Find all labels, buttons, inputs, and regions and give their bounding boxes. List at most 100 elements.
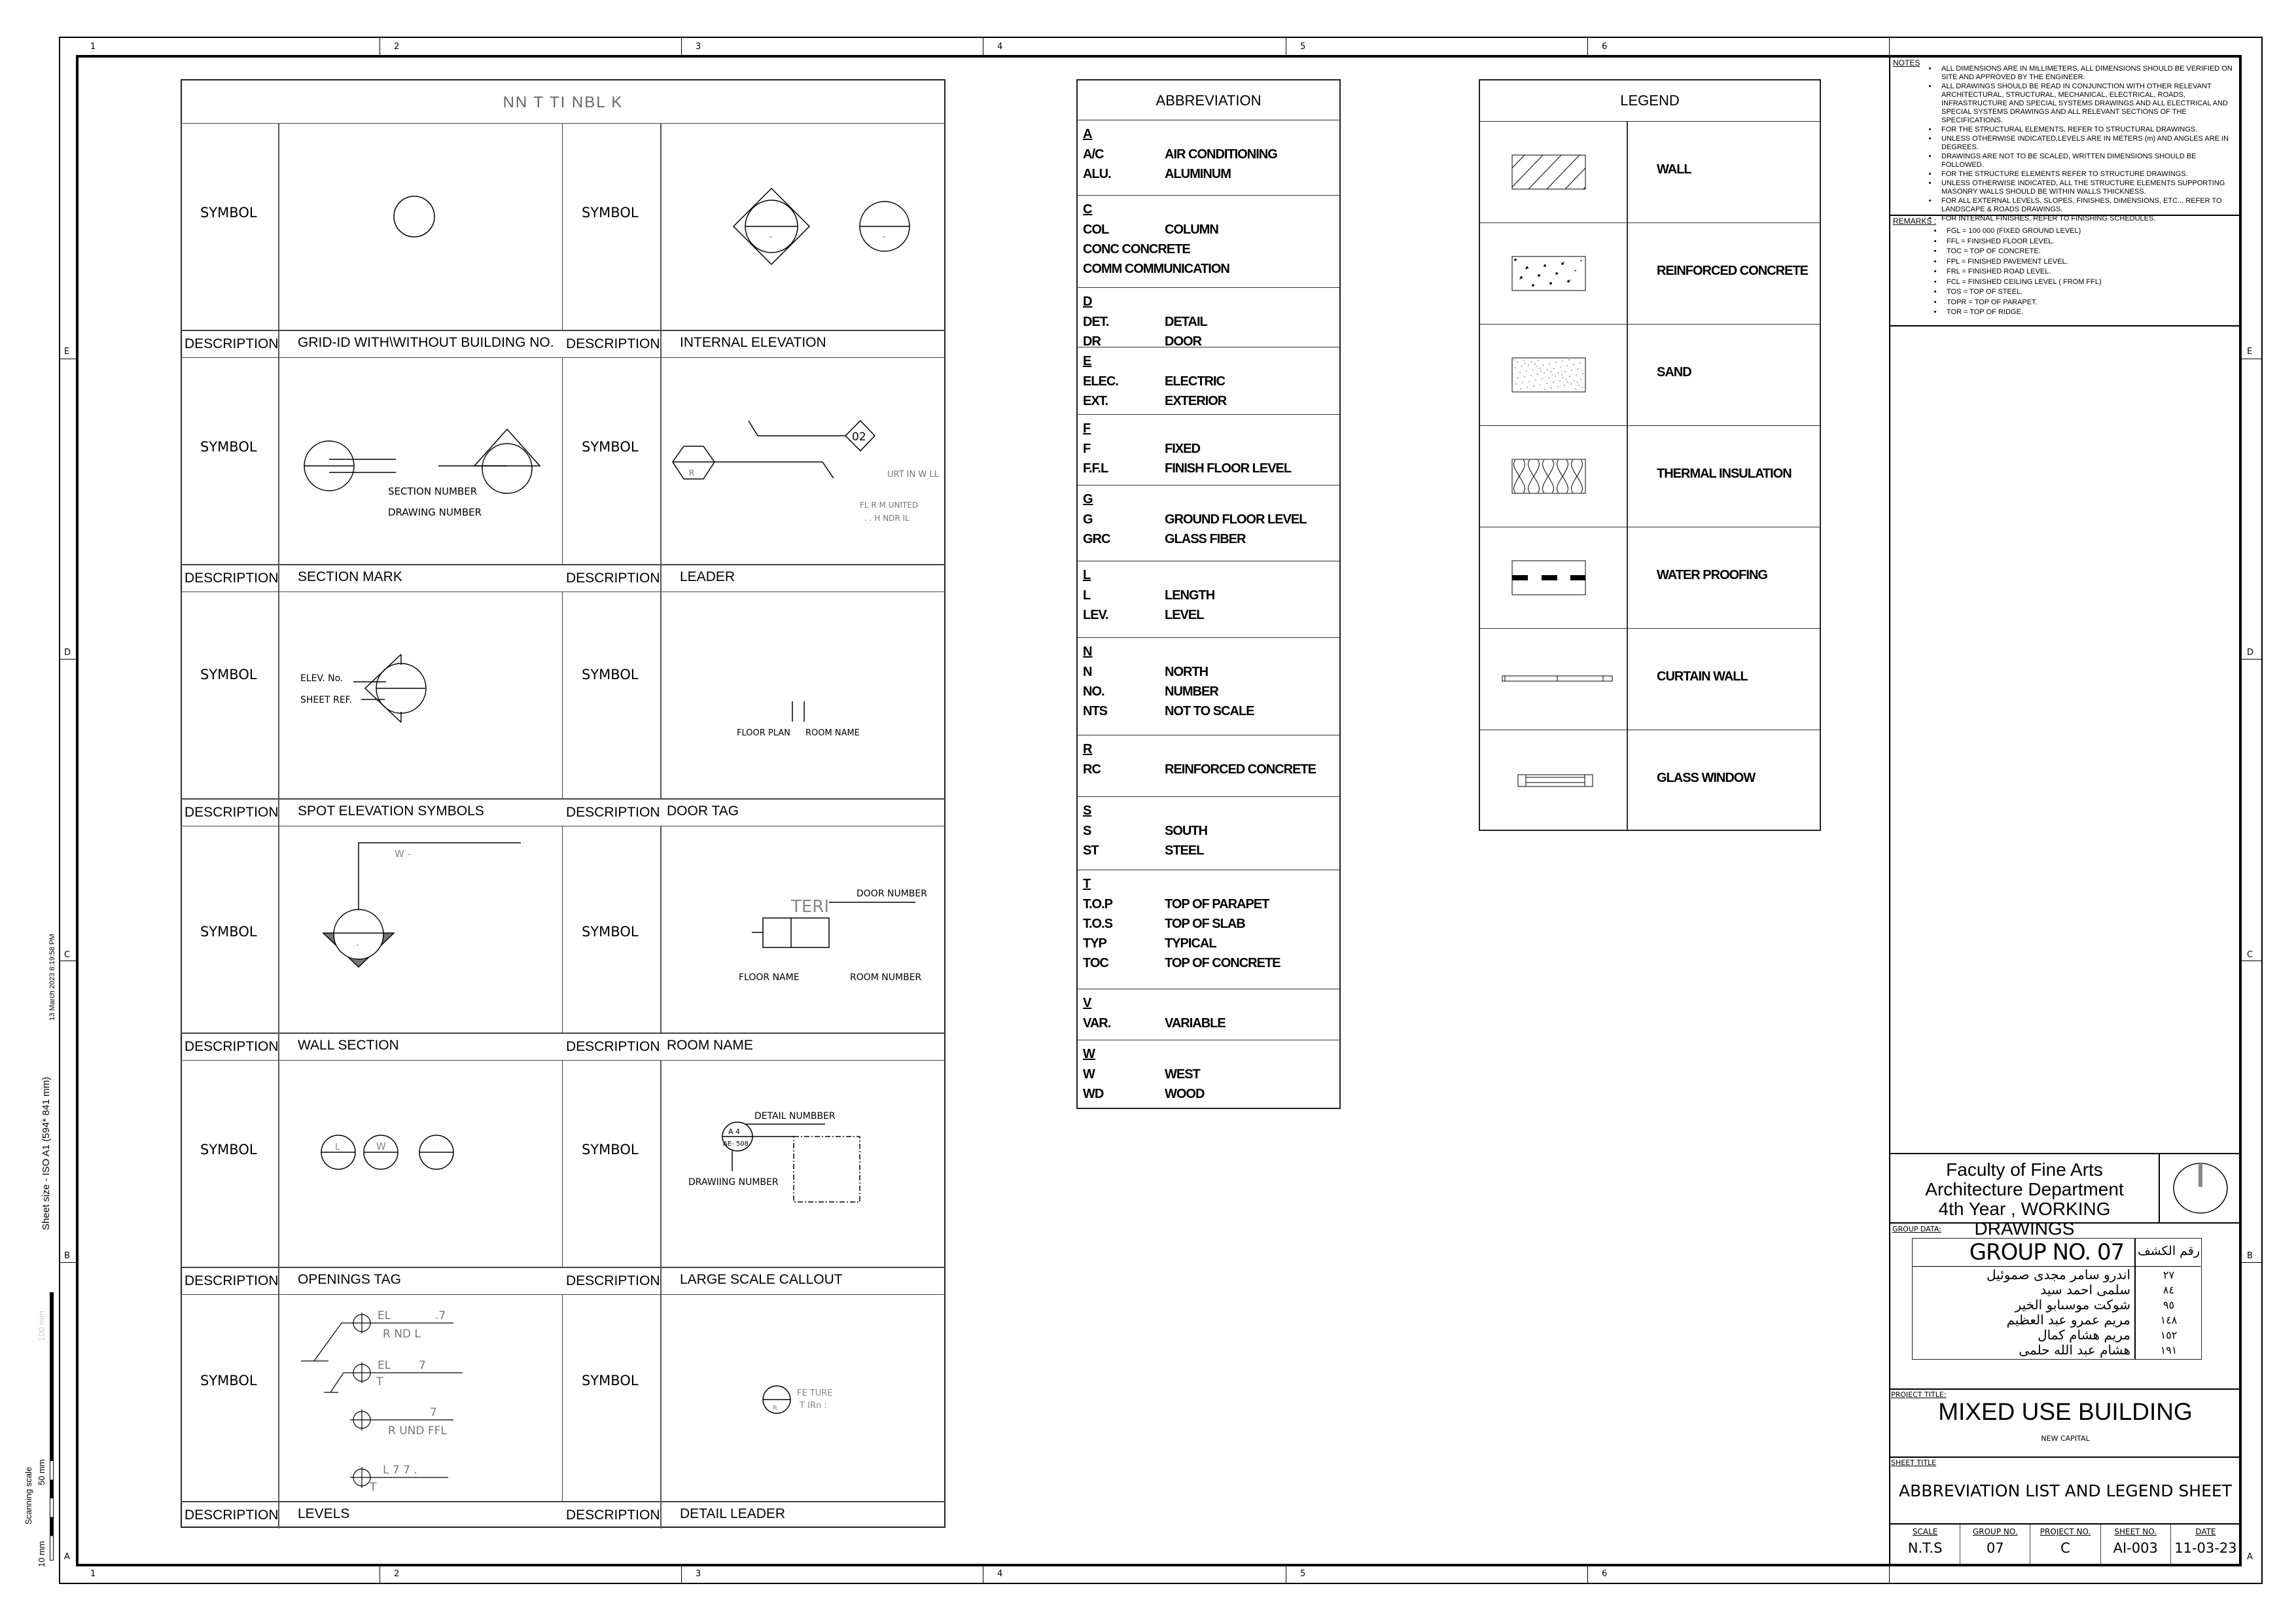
abbreviation-letter: R [1083, 742, 1093, 756]
dashed-bar-icon [1511, 560, 1586, 595]
abbreviation-code: EXT. [1083, 393, 1108, 408]
cell-divider [660, 826, 662, 1033]
svg-text:-: - [769, 232, 772, 242]
grid-row-label: C [64, 950, 71, 960]
abbreviation-letter: F [1083, 421, 1091, 436]
svg-text:DOOR NUMBER: DOOR NUMBER [857, 889, 927, 899]
abbreviation-row: W WEST [1083, 1065, 1339, 1084]
remark-item: TOPR = TOP OF PARAPET. [1943, 298, 2236, 307]
member-id: ١٩١ [2160, 1344, 2178, 1356]
svg-text:FLOOR PLAN: FLOOR PLAN [737, 728, 790, 738]
scale-100mm-label: 100 mm [37, 1311, 46, 1341]
svg-text:-: - [882, 232, 885, 242]
svg-text:DRAWIING NUMBER: DRAWIING NUMBER [688, 1177, 779, 1188]
abbreviation-row: TOC TOP OF CONCRETE [1083, 953, 1339, 973]
symbol-cell [181, 123, 562, 330]
diagonal-hatch-icon [1511, 154, 1586, 190]
sheet-size-note: Sheet size - ISO A1 (594* 841 mm) [41, 1076, 52, 1230]
legend-label: REINFORCED CONCRETE [1657, 264, 1809, 278]
cell-divider [278, 826, 279, 1033]
legend-row: WATER PROOFING [1480, 527, 1820, 628]
abbreviation-row: NTS NOT TO SCALE [1083, 701, 1339, 721]
symbols-table: NN T TI NBL K [181, 79, 945, 1528]
description-text: WALL SECTION [298, 1038, 399, 1053]
svg-text:7: 7 [430, 1406, 437, 1419]
description-text: SPOT ELEVATION SYMBOLS [298, 803, 484, 819]
abbreviation-row: EXT. EXTERIOR [1083, 391, 1339, 411]
legend-row: THERMAL INSULATION [1480, 425, 1820, 527]
svg-text:DRAWING NUMBER: DRAWING NUMBER [388, 506, 482, 518]
abbreviation-meaning: REINFORCED CONCRETE [1165, 762, 1316, 777]
cell-divider [660, 591, 662, 798]
symbol-cell [562, 826, 945, 1033]
abbreviation-letter: G [1083, 492, 1093, 506]
abbreviation-row: F FIXED [1083, 439, 1339, 459]
abbreviation-meaning: DOOR [1165, 334, 1202, 349]
cell-divider [278, 1501, 279, 1528]
abbreviation-code: ST [1083, 843, 1099, 858]
legend-table: LEGEND WALL REINFORCED CONCRETE SAND THERMA… [1479, 79, 1821, 831]
symbol-cell [181, 1060, 562, 1267]
description-label: DESCRIPTION [566, 571, 660, 586]
description-text: LARGE SCALE CALLOUT [680, 1272, 843, 1287]
note-item: ALL DRAWINGS SHOULD BE READ IN CONJUNCTI… [1937, 82, 2236, 125]
svg-text:-: - [356, 940, 359, 950]
scale-50mm-label: 50 mm [37, 1459, 46, 1485]
symbol-cell [181, 826, 562, 1033]
concrete-stipple-icon [1511, 256, 1586, 291]
grid-column-label: 4 [997, 1569, 1003, 1579]
member-id: ٢٧ [2163, 1269, 2175, 1281]
grid-column-label: 5 [1300, 1569, 1306, 1579]
grid-row-label: C [2247, 950, 2253, 960]
description-label: DESCRIPTION [185, 1273, 279, 1288]
notes-title: NOTES [1893, 58, 1920, 67]
openings-tag-symbol: L W [321, 1135, 454, 1170]
cell-divider [278, 330, 279, 357]
abbreviation-letter: S [1083, 803, 1092, 818]
description-text: GRID-ID WITH\WITHOUT BUILDING NO. [298, 335, 554, 350]
id-header: رقم الكشف [2137, 1244, 2200, 1258]
field-value: N.T.S [1907, 1540, 1943, 1556]
cell-divider [660, 330, 662, 357]
abbreviation-code: CONC CONCRETE [1083, 241, 1191, 256]
symbol-cell [181, 1294, 562, 1501]
abbreviation-meaning: FIXED [1165, 441, 1201, 456]
row-divider [562, 798, 945, 800]
title-field-project-no: PROJECT NO. C [2030, 1525, 2100, 1564]
description-text: LEVELS [298, 1506, 350, 1521]
sheet-title: ABBREVIATION LIST AND LEGEND SHEET [1899, 1481, 2232, 1500]
grid-column-label: 5 [1300, 42, 1306, 52]
abbreviation-meaning: COLUMN [1165, 222, 1219, 237]
svg-text:EL: EL [378, 1359, 391, 1372]
svg-text:W -: W - [395, 848, 411, 860]
north-arrow-icon [2173, 1163, 2228, 1214]
svg-text:ELEV. No.: ELEV. No. [300, 673, 343, 684]
abbreviation-meaning: TOP OF CONCRETE [1165, 955, 1281, 970]
abbreviation-group: T T.O.P TOP OF PARAPET T.O.S TOP OF SLAB TYP T… [1078, 870, 1339, 989]
member-row: هشام عبد الله حلمى ١٩١ [1913, 1343, 2202, 1358]
symbol-label: SYMBOL [582, 924, 639, 940]
row-divider [181, 330, 562, 331]
wall-section-symbol: W - - [322, 842, 521, 968]
course-name: 4th Year , WORKING DRAWINGS [1938, 1199, 2111, 1239]
abbreviation-code: G [1083, 512, 1093, 527]
abbreviation-meaning: LEVEL [1165, 607, 1204, 622]
abbreviation-meaning: TOP OF PARAPET [1165, 896, 1269, 911]
abbreviation-meaning: ALUMINUM [1165, 166, 1231, 181]
abbreviation-code: LEV. [1083, 607, 1109, 622]
abbreviation-letter: N [1083, 644, 1093, 659]
cell-divider [278, 798, 279, 826]
grid-divider [1889, 37, 1890, 55]
abbreviation-code: TYP [1083, 936, 1107, 951]
grid-id-symbol [393, 196, 435, 238]
abbreviation-letter: T [1083, 877, 1091, 891]
abbreviation-group: N N NORTH NO. NUMBER NTS NOT TO SCALE [1078, 637, 1339, 735]
abbreviation-letter: C [1083, 202, 1093, 217]
svg-text:.7: .7 [435, 1309, 446, 1322]
svg-text:R: R [689, 468, 694, 478]
row-divider [181, 1033, 562, 1034]
abbreviation-group: C COL COLUMN CONC CONCRETE COMM COMMUNICATIO… [1078, 195, 1339, 287]
remark-item: FGL = 100 000 (FIXED GROUND LEVEL) [1943, 227, 2236, 236]
svg-text:T: T [369, 1481, 377, 1494]
description-text: OPENINGS TAG [298, 1272, 401, 1287]
